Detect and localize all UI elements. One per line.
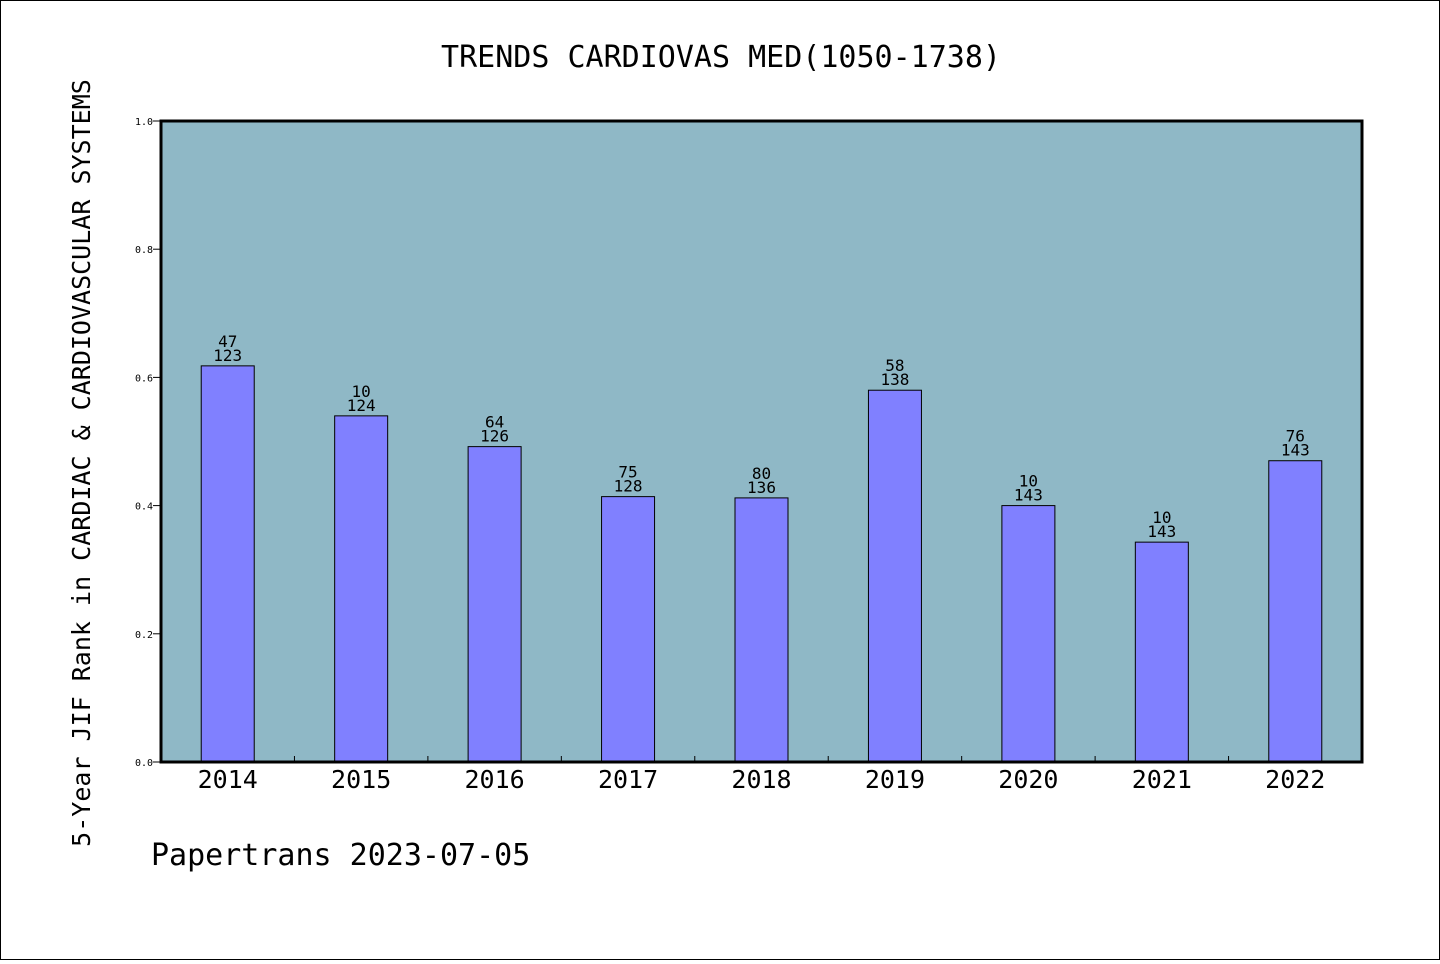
bar-total-label: 126	[480, 427, 509, 446]
bar-2017	[601, 496, 656, 763]
x-tick-label: 2021	[1132, 765, 1192, 794]
bar-2021	[1134, 541, 1189, 763]
bar-2018	[734, 497, 789, 763]
bar-total-label: 136	[747, 478, 776, 497]
bar-rank-label: 64	[485, 413, 504, 432]
x-tick-label: 2015	[331, 765, 391, 794]
y-tick-label: 0.0	[135, 758, 153, 769]
bar-total-label: 138	[880, 370, 909, 389]
bar-2020	[1001, 505, 1056, 763]
bar-rank-label: 80	[752, 464, 771, 483]
bar-labels: 4712310124641267512880136581381014310143…	[213, 332, 1309, 541]
x-tick-label: 2019	[865, 765, 925, 794]
bar-rank-label: 76	[1286, 427, 1305, 446]
bar-rank-label: 10	[352, 382, 371, 401]
y-tick-label: 0.8	[135, 245, 153, 256]
x-tick-label: 2016	[465, 765, 525, 794]
y-tick-label: 0.4	[135, 502, 153, 513]
y-tick-label: 0.2	[135, 630, 153, 641]
x-tick-label: 2018	[731, 765, 791, 794]
x-tick-label: 2020	[998, 765, 1058, 794]
bar-total-label: 143	[1014, 486, 1043, 505]
bar-2015	[334, 415, 389, 763]
y-axis-label: 5-Year JIF Rank in CARDIAC & CARDIOVASCU…	[67, 79, 96, 847]
chart-title: TRENDS CARDIOVAS MED(1050-1738)	[441, 40, 1001, 75]
bar-rank-label: 75	[618, 463, 637, 482]
x-tick-label: 2014	[198, 765, 258, 794]
bar-2016	[467, 446, 522, 763]
bar-total-label: 128	[614, 477, 643, 496]
y-tick-label: 1.0	[135, 117, 153, 128]
bar-2022	[1268, 460, 1323, 763]
y-tick-label: 0.6	[135, 373, 153, 384]
footer-credit: Papertrans 2023-07-05	[151, 838, 530, 873]
bar-total-label: 143	[1281, 441, 1310, 460]
bar-rank-label: 10	[1152, 508, 1171, 527]
bar-total-label: 124	[347, 396, 376, 415]
bar-2019	[867, 389, 922, 763]
bars	[200, 365, 1323, 763]
x-tick-label: 2017	[598, 765, 658, 794]
x-axis: 2014 2015 2016 2017 2018 2019 2020 2021 2022	[198, 756, 1325, 794]
plot-border	[159, 119, 1364, 764]
bar-total-label: 123	[213, 346, 242, 365]
bar-rank-label: 47	[218, 332, 237, 351]
bar-rank-label: 10	[1019, 472, 1038, 491]
bar-rank-label: 58	[885, 356, 904, 375]
y-axis: 0.0 0.2 0.4 0.6 0.8 1.0	[135, 117, 161, 769]
bar-total-label: 143	[1147, 522, 1176, 541]
bar-2014	[200, 365, 255, 763]
x-tick-label: 2022	[1265, 765, 1325, 794]
